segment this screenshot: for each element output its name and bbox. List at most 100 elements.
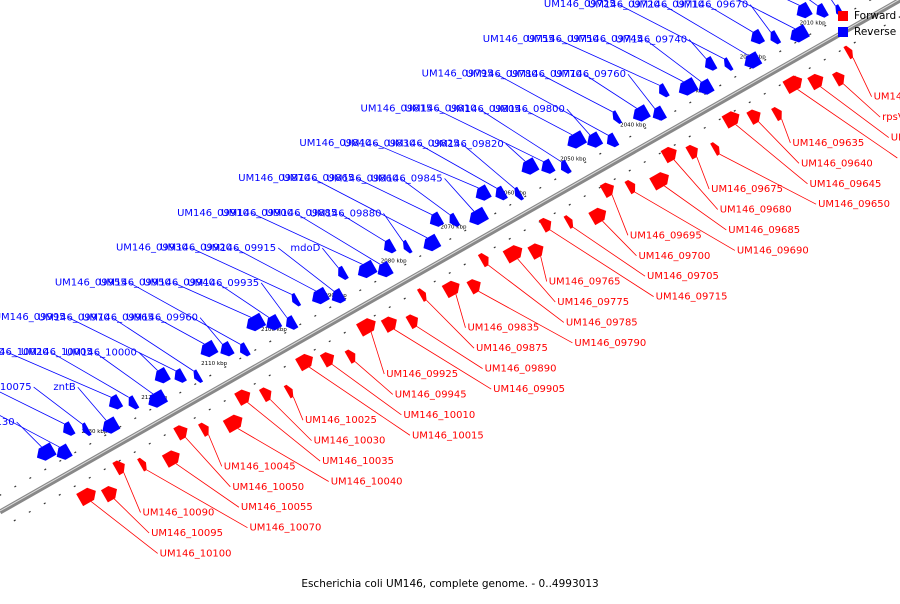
axis-dot (764, 58, 767, 61)
forward-gene-label: UM146_10045 (224, 461, 296, 472)
reverse-leader-line (522, 108, 573, 136)
forward-gene-arrow (295, 353, 313, 372)
reverse-gene-label: UM146_09950 (99, 277, 171, 288)
forward-leader-line (393, 328, 492, 390)
axis-dot (103, 468, 106, 471)
axis-dot (209, 374, 212, 377)
forward-gene-arrow (173, 425, 188, 441)
forward-gene-label: UM146_09790 (574, 338, 646, 349)
reverse-gene-arrow (587, 131, 604, 148)
forward-gene-arrow (660, 146, 677, 164)
axis-dot (629, 135, 632, 138)
forward-gene-arrow (283, 384, 294, 399)
reverse-gene-label: UM146_09935 (187, 278, 259, 289)
axis-dot (689, 101, 692, 104)
reverse-gene-arrow (102, 416, 121, 434)
reverse-leader-line (539, 73, 613, 113)
forward-gene-arrow (502, 245, 523, 264)
reverse-gene-arrow (357, 259, 378, 279)
reverse-gene-arrow (514, 186, 525, 201)
forward-gene-label: UM146_10030 (314, 436, 386, 447)
reverse-gene-arrow (193, 369, 204, 384)
reverse-leader-line (16, 421, 42, 448)
legend-reverse-label: Reverse (854, 26, 897, 38)
reverse-gene-arrow (659, 83, 670, 98)
reverse-leader-line (0, 415, 60, 448)
reverse-gene-label: UM146_09805 (449, 104, 521, 115)
axis-dot (808, 67, 811, 70)
reverse-leader-line (260, 282, 288, 318)
forward-gene-label: UM146_09700 (638, 251, 710, 262)
axis-tick-label: 2010 kbp (800, 20, 826, 26)
axis-dot (359, 289, 362, 292)
reverse-gene-label: UM146_09755 (483, 34, 555, 45)
reverse-gene-arrow (56, 443, 73, 460)
forward-gene-arrow (112, 460, 125, 476)
forward-leader-line (611, 194, 629, 236)
reverse-leader-line (77, 386, 107, 421)
axis-dot (119, 425, 122, 428)
reverse-gene-arrow (449, 212, 461, 227)
forward-gene-label: UM146_09615 (891, 133, 900, 144)
forward-gene-label: UM146_09765 (549, 277, 621, 288)
forward-gene-arrow (746, 109, 761, 125)
reverse-leader-line (155, 317, 205, 345)
reverse-gene-label: zntB (53, 382, 76, 393)
reverse-gene-label: UM146_09780 (466, 69, 538, 80)
axis-dot (734, 75, 737, 78)
axis-dot (463, 263, 466, 266)
forward-gene-label: rpsV (882, 112, 900, 123)
forward-gene-label: UM146_09650 (818, 199, 890, 210)
axis-dot (13, 519, 16, 522)
axis-tick-label: 2110 kbp (201, 361, 227, 367)
forward-gene-arrow (380, 316, 397, 333)
reverse-gene-arrow (384, 238, 397, 254)
axis-dot (718, 118, 721, 121)
reverse-gene-arrow (429, 211, 445, 227)
reverse-leader-line (383, 213, 404, 242)
forward-gene-label: UM146_09705 (647, 271, 719, 282)
reverse-gene-arrow (475, 184, 492, 201)
forward-gene-arrow (76, 487, 96, 507)
reverse-gene-label: UM146_10130 (0, 417, 15, 428)
axis-dot (374, 280, 377, 283)
axis-dot (133, 451, 136, 454)
axis-dot (838, 50, 841, 53)
forward-leader-line (820, 86, 889, 138)
reverse-gene-label: UM146_09955 (55, 277, 127, 288)
forward-gene-arrow (721, 111, 740, 129)
forward-gene-arrow (258, 387, 272, 403)
forward-gene-arrow (416, 288, 427, 302)
forward-swatch (838, 11, 848, 21)
axis-dot (644, 127, 647, 130)
forward-gene-label: UM146_10070 (249, 523, 321, 534)
reverse-gene-arrow (816, 3, 829, 18)
axis-dot (433, 280, 436, 283)
axis-dot (719, 84, 722, 87)
reverse-leader-line (444, 178, 475, 212)
reverse-gene-arrow (377, 260, 394, 278)
forward-gene-arrow (832, 71, 845, 87)
axis-dot (674, 110, 677, 113)
reverse-gene-label: UM146_09810 (405, 104, 477, 115)
reverse-leader-line (461, 143, 515, 189)
reverse-gene-arrow (36, 442, 57, 461)
reverse-leader-line (705, 4, 753, 33)
forward-gene-label: UM146_09680 (720, 205, 792, 216)
axis-dot (823, 58, 826, 61)
reverse-gene-arrow (128, 395, 140, 410)
axis-tick-label: 2040 kbp (620, 123, 646, 129)
axis-dot (328, 340, 331, 343)
forward-leader-line (758, 121, 800, 164)
forward-leader-line (175, 463, 240, 508)
reverse-gene-arrow (63, 421, 76, 436)
forward-gene-label: UM146_10050 (232, 482, 304, 493)
reverse-gene-arrow (770, 30, 782, 45)
forward-leader-line (123, 472, 141, 513)
reverse-gene-arrow (312, 286, 330, 305)
axis-dot (73, 485, 76, 488)
gene-labels: UM146_09620UM146_09655UM146_09660UM146_0… (0, 0, 900, 559)
axis-dot (448, 271, 451, 274)
axis-dot (59, 459, 62, 462)
